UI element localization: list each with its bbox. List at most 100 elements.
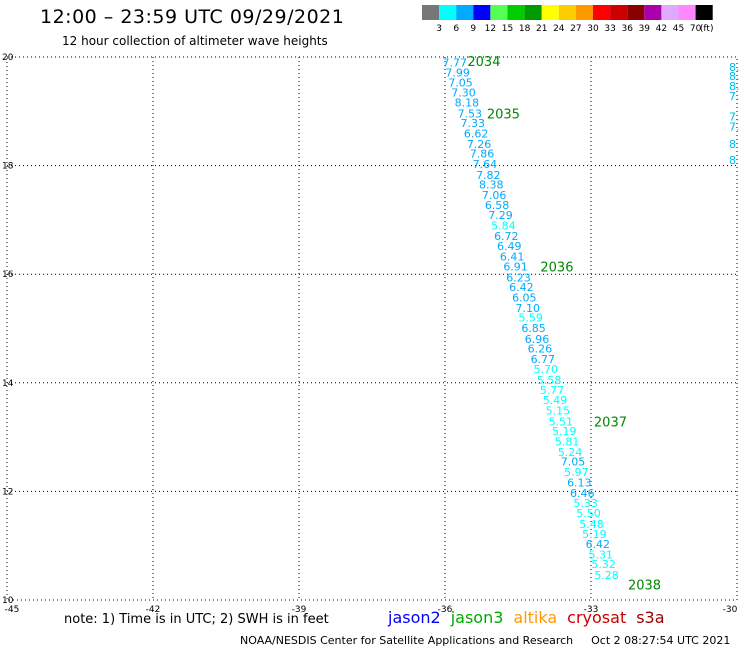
swh-value: 5.19: [582, 528, 607, 541]
y-tick-label: 14: [2, 379, 14, 389]
scale-swatch: [610, 5, 628, 20]
swh-value: 7.05: [561, 456, 586, 469]
y-tick-label: 12: [2, 487, 13, 497]
swh-value: 5.70: [533, 363, 558, 376]
scale-swatch: [678, 5, 696, 20]
swh-value: 8.18: [455, 97, 480, 110]
swh-value: 6.05: [512, 292, 537, 305]
swh-value: 7.05: [448, 77, 473, 90]
scale-label: 42: [656, 24, 667, 34]
footer: NOAA/NESDIS Center for Satellite Applica…: [240, 634, 730, 647]
edge-swh-value: 8.6: [729, 61, 740, 74]
chart-title: 12:00 – 23:59 UTC 09/29/2021: [40, 6, 345, 28]
swh-value: 7.99: [445, 67, 470, 80]
credit-text: NOAA/NESDIS Center for Satellite Applica…: [240, 634, 574, 647]
scale-unit: (ft): [700, 24, 714, 34]
swh-value: 7.06: [482, 189, 507, 202]
swh-value: 7.86: [470, 148, 495, 161]
swh-value: 5.31: [588, 548, 613, 561]
swh-value: 6.49: [497, 240, 522, 253]
swh-value: 7.30: [451, 86, 476, 99]
y-tick-label: 16: [2, 270, 14, 280]
swh-value: 5.32: [591, 558, 616, 571]
swh-value: 7.26: [467, 138, 492, 151]
edge-swh-value: 8: [729, 138, 736, 151]
swh-value: 5.33: [573, 497, 598, 510]
scale-label: 24: [553, 24, 565, 34]
swh-value: 6.96: [525, 333, 550, 346]
scale-swatch: [593, 5, 611, 20]
y-tick-label: 20: [2, 53, 14, 63]
timestamp: Oct 2 08:27:54 UTC 2021: [591, 634, 731, 647]
swh-value: 6.58: [485, 199, 510, 212]
time-annotation: 2037: [594, 415, 627, 430]
swh-value: 7.82: [476, 169, 501, 182]
edge-swh-value: 8.6: [729, 70, 740, 83]
edge-swh-value: 8: [729, 154, 736, 167]
edge-swh-value: 7.: [729, 111, 740, 124]
scale-swatch: [644, 5, 662, 20]
scale-swatch: [627, 5, 645, 20]
y-tick-label: 10: [2, 596, 14, 606]
scale-swatch: [507, 5, 525, 20]
swh-value: 6.46: [570, 487, 595, 500]
edge-swh-value: 7.: [729, 121, 740, 134]
scale-label: 21: [536, 24, 547, 34]
scale-label: 15: [502, 24, 513, 34]
swh-value: 7.77: [442, 56, 467, 69]
scale-swatch: [422, 5, 440, 20]
time-annotation: 2035: [487, 107, 520, 122]
swh-value: 7.29: [488, 209, 513, 222]
swh-value: 5.58: [537, 374, 562, 387]
color-scale: 3 6 9 12 15 18 21 24 27 30 33 36 39 42 45 70(ft): [422, 5, 714, 34]
scale-label: 39: [639, 24, 651, 34]
scale-swatch: [456, 5, 474, 20]
x-tick-label: -42: [146, 605, 161, 615]
scale-label: 70: [690, 24, 702, 34]
swh-value: 5.24: [558, 446, 583, 459]
x-tick-label: -39: [292, 605, 307, 615]
swh-value: 5.28: [594, 569, 619, 582]
swh-value: 6.42: [509, 281, 534, 294]
swh-value: 5.19: [552, 425, 577, 438]
scale-swatch: [575, 5, 593, 20]
swh-value: 5.97: [564, 466, 589, 479]
edge-swh-value: 7.: [729, 90, 740, 103]
x-tick-label: -36: [438, 605, 453, 615]
note-text: note: 1) Time is in UTC; 2) SWH is in fe…: [64, 612, 329, 627]
swh-value: 6.42: [586, 538, 611, 551]
scale-swatch: [439, 5, 457, 20]
swh-value: 5.15: [546, 404, 571, 417]
swh-value: 5.50: [576, 507, 601, 520]
legend-s3a: s3a: [636, 608, 665, 627]
scale-label: 6: [453, 24, 459, 34]
scale-label: 18: [519, 24, 531, 34]
swh-value: 5.81: [555, 435, 580, 448]
swh-value: 6.26: [528, 343, 553, 356]
edge-swh-value: 8.: [729, 80, 740, 93]
scale-swatch: [524, 5, 542, 20]
swh-value: 5.77: [540, 384, 565, 397]
scale-swatch: [695, 5, 713, 20]
plot-frame: [6, 56, 738, 601]
scale-swatch: [541, 5, 559, 20]
x-tick-label: -45: [5, 605, 20, 615]
scale-swatch: [558, 5, 576, 20]
swh-value: 5.84: [491, 219, 516, 232]
satellite-legend: jason2 jason3 altika cryosat s3a: [388, 608, 675, 627]
time-annotation: 2038: [628, 578, 661, 593]
scale-label: 36: [621, 24, 633, 34]
swh-value: 6.77: [531, 353, 556, 366]
scale-label: 12: [485, 24, 496, 34]
swh-value: 7.53: [458, 107, 483, 120]
scale-label: 30: [587, 24, 599, 34]
scale-label: 27: [570, 24, 581, 34]
swh-value: 7.64: [473, 158, 498, 171]
legend-jason3: jason3: [450, 608, 504, 627]
swh-value: 6.62: [464, 128, 489, 141]
x-tick-label: -33: [584, 605, 599, 615]
scale-swatch: [473, 5, 491, 20]
scale-label: 45: [673, 24, 684, 34]
scale-label: 3: [436, 24, 442, 34]
x-tick-label: -30: [723, 605, 738, 615]
